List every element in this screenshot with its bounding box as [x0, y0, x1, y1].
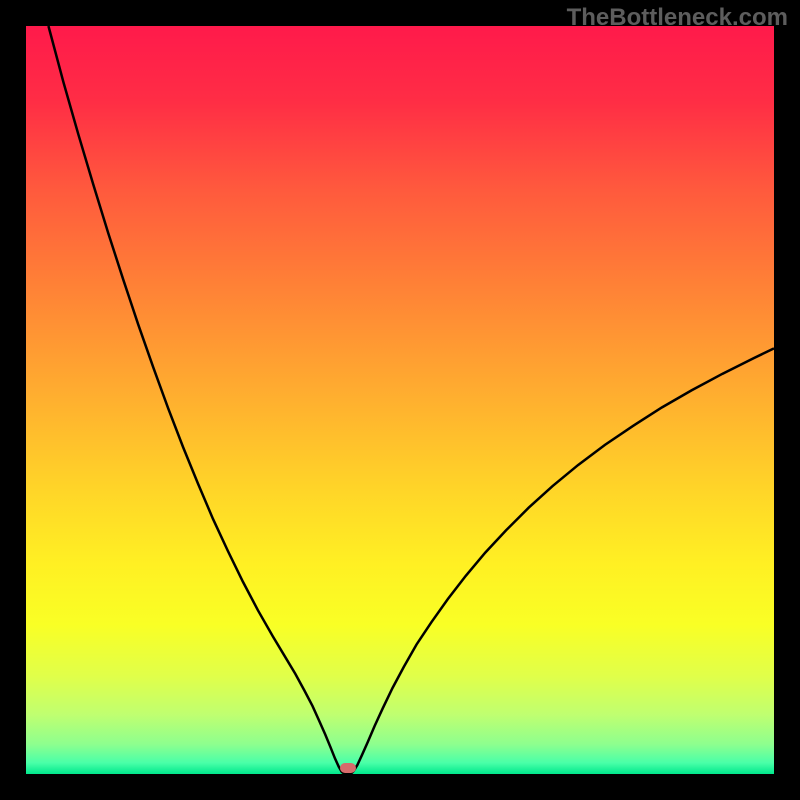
- plot-area: [26, 26, 774, 774]
- watermark-text: TheBottleneck.com: [567, 4, 788, 32]
- bottleneck-curve: [48, 26, 774, 774]
- curve-svg: [26, 26, 774, 774]
- optimal-marker: [340, 763, 356, 773]
